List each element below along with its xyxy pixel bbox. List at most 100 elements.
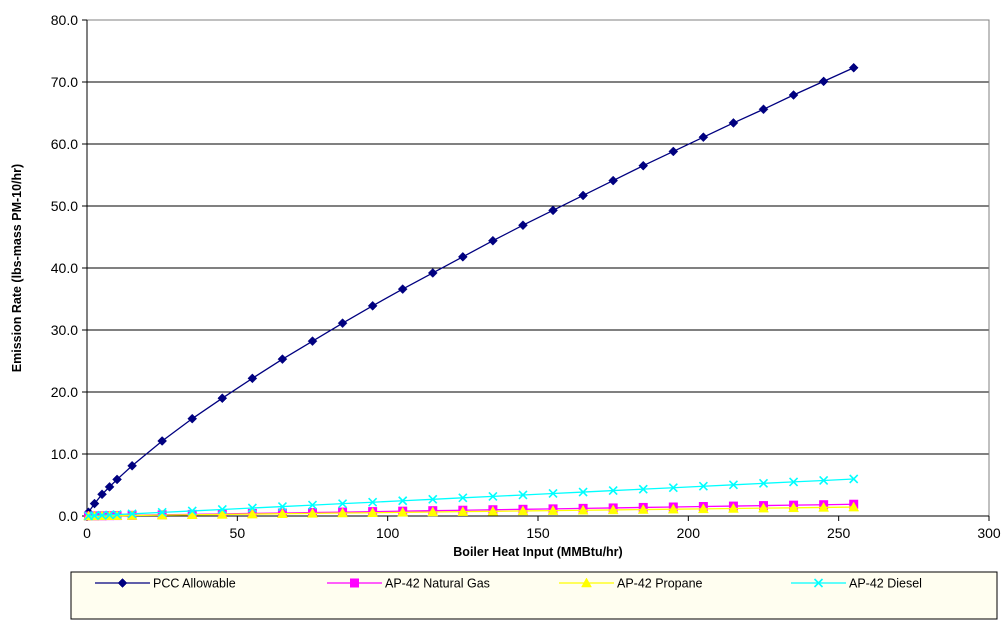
data-point: [578, 487, 588, 497]
y-tick-label: 20.0: [51, 384, 78, 400]
series-ap-42-propane: [83, 501, 860, 521]
data-point: [607, 504, 619, 515]
data-point: [157, 507, 167, 517]
x-tick-label: 50: [230, 525, 246, 541]
data-point: [187, 506, 197, 516]
legend-items: PCC Allowable AP-42 Natural Gas AP-42 Prop…: [95, 577, 922, 591]
data-point: [127, 509, 137, 519]
y-axis-title: Emission Rate (lbs-mass PM-10/hr): [10, 164, 24, 372]
data-point: [89, 511, 100, 521]
y-tick-label: 70.0: [51, 74, 78, 90]
data-point: [367, 507, 379, 517]
data-point: [246, 508, 258, 519]
data-point: [337, 318, 348, 329]
gridlines: [87, 19, 989, 455]
data-point: [728, 480, 738, 490]
legend-label: AP-42 Diesel: [849, 577, 922, 591]
data-point: [97, 489, 107, 500]
data-point: [457, 506, 469, 516]
legend-label: PCC Allowable: [153, 577, 236, 591]
y-tick-label: 10.0: [51, 446, 78, 462]
data-point: [517, 505, 529, 516]
x-tick-label: 300: [977, 525, 1001, 541]
data-point: [818, 501, 830, 512]
x-tick-label: 200: [677, 525, 701, 541]
series-line: [87, 67, 854, 513]
data-point: [849, 474, 859, 484]
data-point: [638, 484, 648, 494]
data-point: [488, 235, 498, 246]
data-point: [487, 505, 499, 516]
series-pcc-allowable: [83, 62, 859, 518]
data-point: [112, 474, 122, 485]
data-point: [788, 502, 799, 513]
series-layer: [83, 62, 860, 521]
data-point: [104, 482, 115, 492]
data-point: [277, 354, 288, 364]
data-point: [728, 502, 739, 513]
data-point: [97, 510, 107, 520]
x-tick-label: 0: [83, 525, 91, 541]
legend-marker: [350, 578, 359, 588]
data-point: [89, 498, 100, 509]
data-point: [397, 284, 408, 294]
data-point: [127, 460, 137, 471]
data-point: [548, 488, 558, 499]
data-point: [307, 336, 318, 347]
x-axis-title: Boiler Heat Input (MMBtu/hr): [453, 545, 622, 559]
legend-label: AP-42 Natural Gas: [385, 577, 490, 591]
data-point: [518, 490, 528, 500]
data-point: [547, 505, 559, 515]
data-point: [758, 104, 769, 115]
data-point: [187, 413, 198, 424]
data-point: [338, 499, 348, 509]
x-tick-label: 100: [376, 525, 400, 541]
data-point: [758, 502, 769, 513]
data-point: [247, 373, 258, 384]
y-tick-label: 30.0: [51, 322, 78, 338]
x-tick-label: 250: [827, 525, 851, 541]
data-point: [458, 493, 468, 503]
data-point: [698, 132, 709, 143]
legend-box: [70, 571, 998, 620]
data-point: [577, 504, 589, 515]
y-tick-label: 0.0: [59, 508, 79, 524]
data-point: [638, 160, 649, 171]
data-point: [277, 508, 288, 518]
data-point: [427, 268, 438, 278]
data-point: [697, 503, 709, 514]
data-point: [457, 251, 468, 262]
legend-label: AP-42 Propane: [617, 577, 703, 591]
data-point: [578, 190, 588, 201]
data-point: [104, 510, 115, 520]
data-point: [788, 90, 799, 100]
y-tick-label: 40.0: [51, 260, 78, 276]
data-point: [307, 500, 318, 510]
data-point: [668, 483, 678, 493]
data-point: [848, 501, 860, 512]
x-tick-label: 150: [526, 525, 550, 541]
series-line: [88, 506, 854, 517]
data-point: [667, 503, 679, 514]
data-point: [307, 507, 318, 518]
y-tick-label: 80.0: [51, 12, 78, 28]
y-axis-ticks: 0.0 10.0 20.0 30.0 40.0 50.0 60.0 70.0 80.0: [51, 12, 88, 524]
data-point: [157, 436, 168, 446]
series-ap-42-diesel: [83, 474, 859, 521]
data-point: [848, 62, 859, 73]
data-point: [668, 146, 679, 157]
data-point: [112, 510, 122, 520]
series-line: [88, 478, 854, 517]
data-point: [608, 175, 619, 186]
legend-item: AP-42 Diesel: [791, 577, 922, 591]
data-point: [637, 504, 649, 514]
data-point: [247, 503, 257, 513]
data-point: [367, 300, 378, 311]
data-point: [337, 507, 348, 518]
y-tick-label: 50.0: [51, 198, 78, 214]
data-point: [789, 477, 799, 487]
data-point: [397, 506, 409, 517]
legend-marker: [117, 578, 128, 588]
legend: PCC Allowable AP-42 Natural Gas AP-42 Prop…: [70, 571, 998, 620]
